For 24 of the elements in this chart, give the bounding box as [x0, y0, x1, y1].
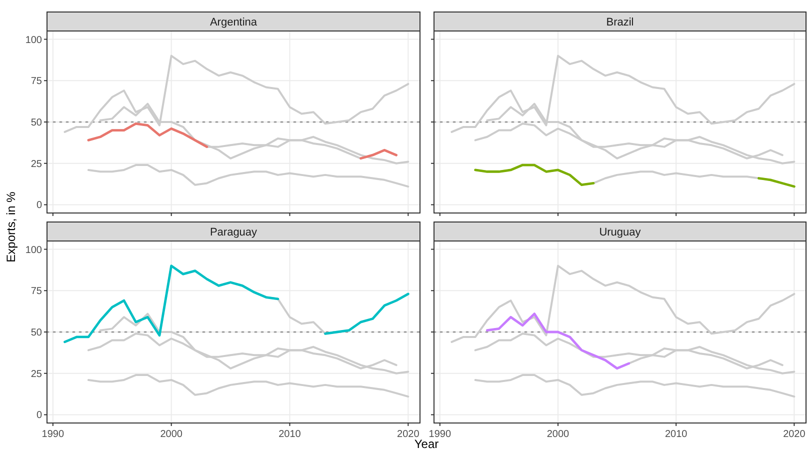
x-tick-label: 2020 [397, 429, 420, 440]
y-tick-label: 50 [30, 328, 42, 338]
y-tick-label: 0 [36, 410, 42, 422]
x-tick-label: 1990 [428, 429, 452, 440]
y-tick-label: 100 [25, 34, 42, 46]
chart-title: Brazil [606, 16, 634, 28]
y-tick-label: 75 [30, 76, 42, 88]
x-tick-label: 1990 [42, 429, 64, 440]
x-tick-label: 2010 [664, 429, 688, 440]
chart-title: Argentina [210, 16, 258, 28]
x-tick-label: 2020 [783, 429, 806, 440]
y-tick-label: 25 [30, 368, 42, 380]
x-tick-label: 2000 [546, 429, 570, 440]
x-tick-label: 2010 [278, 429, 302, 440]
y-tick-label: 50 [30, 118, 42, 128]
y-tick-label: 0 [36, 200, 42, 212]
y-tick-label: 75 [30, 286, 42, 298]
chart-title: Uruguay [599, 226, 642, 238]
y-tick-label: 25 [30, 158, 42, 170]
y-tick-label: 100 [25, 244, 42, 256]
x-axis-title: Year [414, 437, 439, 451]
y-axis-title: Exports, in % [4, 191, 18, 262]
x-tick-label: 2000 [160, 429, 183, 440]
chart-title: Paraguay [210, 226, 258, 238]
